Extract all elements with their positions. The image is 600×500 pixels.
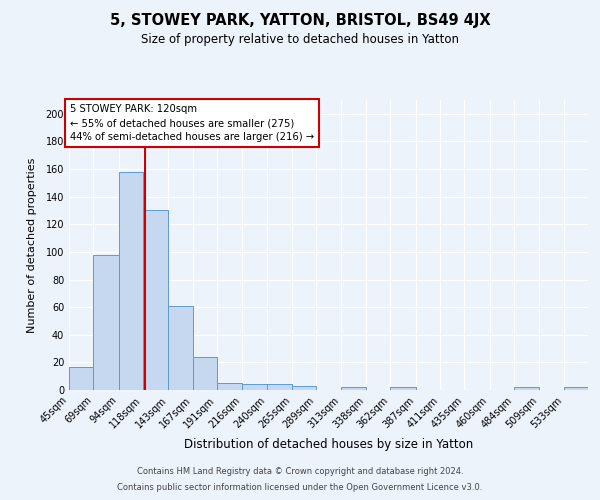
Text: Contains public sector information licensed under the Open Government Licence v3: Contains public sector information licen…: [118, 484, 482, 492]
Bar: [69, 366, 94, 390]
Bar: [119, 172, 143, 390]
Bar: [514, 387, 539, 390]
Text: 5, STOWEY PARK, YATTON, BRISTOL, BS49 4JX: 5, STOWEY PARK, YATTON, BRISTOL, BS49 4J…: [110, 12, 490, 28]
Bar: [169, 306, 193, 390]
Bar: [292, 386, 316, 390]
Text: 5 STOWEY PARK: 120sqm
← 55% of detached houses are smaller (275)
44% of semi-det: 5 STOWEY PARK: 120sqm ← 55% of detached …: [70, 104, 314, 142]
Bar: [193, 357, 217, 390]
Bar: [242, 384, 266, 390]
Bar: [341, 387, 366, 390]
Y-axis label: Number of detached properties: Number of detached properties: [28, 158, 37, 332]
X-axis label: Distribution of detached houses by size in Yatton: Distribution of detached houses by size …: [184, 438, 473, 451]
Bar: [266, 384, 292, 390]
Bar: [391, 387, 416, 390]
Bar: [563, 387, 588, 390]
Bar: [143, 210, 169, 390]
Bar: [94, 254, 119, 390]
Text: Contains HM Land Registry data © Crown copyright and database right 2024.: Contains HM Land Registry data © Crown c…: [137, 467, 463, 476]
Text: Size of property relative to detached houses in Yatton: Size of property relative to detached ho…: [141, 32, 459, 46]
Bar: [217, 383, 242, 390]
